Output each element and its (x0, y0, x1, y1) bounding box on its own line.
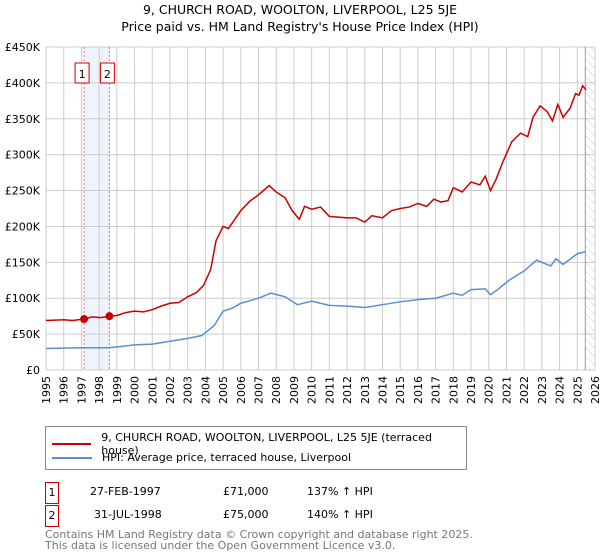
x-tick-label: 2017 (430, 376, 443, 404)
sale-hpi: 137% ↑ HPI (307, 485, 373, 498)
sale-marker-box (99, 62, 115, 84)
x-tick-label: 2014 (376, 376, 389, 404)
sale-marker-label: 2 (104, 68, 111, 81)
sale-marker-badge: 2 (45, 505, 59, 527)
x-tick-label: 2004 (199, 376, 212, 404)
chart-title: 9, CHURCH ROAD, WOOLTON, LIVERPOOL, L25 … (142, 2, 458, 17)
x-tick-label: 2023 (536, 376, 549, 404)
sale-point (105, 312, 114, 321)
y-tick-label: £250K (5, 185, 41, 198)
x-tick-label: 2007 (253, 376, 266, 404)
x-tick-label: 1997 (75, 376, 88, 404)
footer-line-1: Contains HM Land Registry data © Crown c… (45, 528, 473, 541)
x-tick-label: 2024 (554, 376, 567, 404)
legend-swatch-hpi (52, 456, 92, 459)
hpi-line (45, 250, 587, 350)
x-tick-label: 1996 (58, 376, 71, 404)
x-tick-label: 1995 (40, 376, 53, 404)
price-chart: 1995 1996 1997 1998 1999 2000 2001 2002 2003 2004… (5, 41, 600, 404)
x-tick-label: 2012 (341, 376, 354, 404)
x-tick-label: 2008 (270, 376, 283, 404)
y-tick-label: £50K (12, 328, 41, 341)
x-tick-label: 2019 (465, 376, 478, 404)
sale-period-shade (84, 47, 110, 370)
x-tick-label: 2022 (518, 376, 531, 404)
x-tick-label: 2015 (394, 376, 407, 404)
x-tick-label: 2009 (288, 376, 301, 404)
sale-marker-badge: 1 (45, 482, 59, 504)
legend-swatch-property (52, 443, 92, 445)
legend-label-hpi: HPI: Average price, terraced house, Live… (102, 451, 352, 464)
footer: Contains HM Land Registry data © Crown c… (45, 529, 473, 551)
future-hatch (585, 47, 595, 370)
chart-subtitle: Price paid vs. HM Land Registry's House … (121, 19, 479, 34)
y-tick-label: £450K (5, 41, 41, 54)
sale-marker-label: 1 (79, 68, 86, 81)
y-tick-label: £300K (5, 149, 41, 162)
x-tick-label: 2002 (164, 376, 177, 404)
x-tick-label: 2010 (306, 376, 319, 404)
sale-marker-box (74, 62, 90, 84)
sale-hpi: 140% ↑ HPI (307, 508, 373, 521)
y-tick-label: £150K (5, 256, 41, 269)
sale-price: £71,000 (223, 485, 269, 498)
y-tick-label: £0 (26, 364, 40, 377)
x-tick-label: 2005 (217, 376, 230, 404)
x-tick-label: 2018 (447, 376, 460, 404)
x-tick-label: 2020 (483, 376, 496, 404)
y-tick-label: £350K (5, 113, 41, 126)
y-tick-label: £100K (5, 292, 41, 305)
x-tick-label: 2011 (323, 376, 336, 404)
legend-label-property: 9, CHURCH ROAD, WOOLTON, LIVERPOOL, L25 … (101, 431, 432, 457)
x-tick-label: 2016 (412, 376, 425, 404)
sale-price: £75,000 (223, 508, 269, 521)
x-tick-label: 2003 (182, 376, 195, 404)
sale-point (80, 315, 89, 324)
x-tick-label: 1999 (111, 376, 124, 404)
x-tick-label: 2025 (571, 376, 584, 404)
legend: 9, CHURCH ROAD, WOOLTON, LIVERPOOL, L25 … (45, 426, 467, 470)
sale-date: 31-JUL-1998 (94, 508, 162, 521)
sale-row-2: 2 31-JUL-1998 £75,000 140% ↑ HPI (45, 505, 445, 527)
sale-date: 27-FEB-1997 (90, 485, 161, 498)
property-price-line (45, 84, 587, 322)
x-tick-label: 2006 (235, 376, 248, 404)
sale-row-1: 1 27-FEB-1997 £71,000 137% ↑ HPI (45, 482, 445, 504)
x-tick-label: 2026 (589, 376, 600, 404)
x-tick-label: 2013 (359, 376, 372, 404)
x-tick-label: 2001 (146, 376, 159, 404)
y-tick-label: £200K (5, 220, 41, 233)
footer-line-2: This data is licensed under the Open Gov… (45, 539, 396, 552)
y-tick-label: £400K (5, 77, 41, 90)
x-tick-label: 2000 (129, 376, 142, 404)
x-tick-label: 2021 (500, 376, 513, 404)
x-tick-label: 1998 (93, 376, 106, 404)
